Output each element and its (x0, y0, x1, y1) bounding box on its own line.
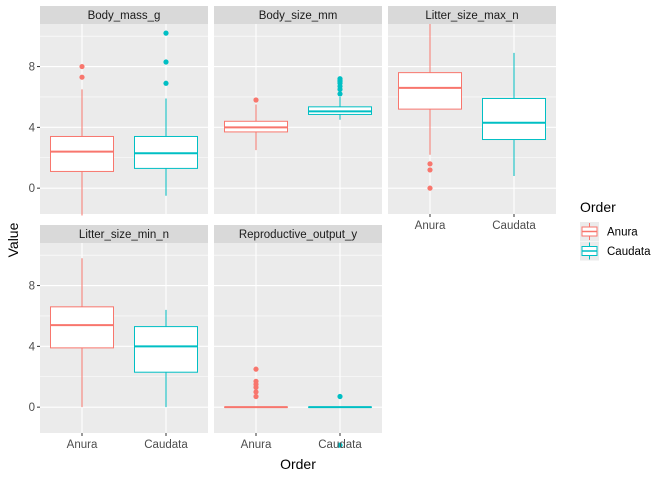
panel-Body_size_mm: Body_size_mm (214, 6, 382, 214)
x-tick-label: Caudata (144, 439, 188, 451)
x-tick-label: Caudata (492, 220, 536, 232)
strip-label: Litter_size_min_n (79, 229, 169, 241)
outlier-point (337, 91, 343, 97)
outlier-point (337, 76, 343, 82)
legend-title: Order (580, 199, 616, 215)
y-tick-label: 4 (29, 122, 36, 134)
x-tick-label: Anura (415, 220, 446, 232)
strip-background (388, 6, 556, 24)
outlier-point (253, 393, 259, 400)
box-Caudata (482, 52, 546, 176)
outlier-point (253, 97, 259, 103)
y-tick-label: 0 (29, 183, 35, 195)
strip-label: Reproductive_output_y (239, 229, 358, 241)
y-tick-label: 0 (29, 402, 35, 414)
outlier-point (337, 393, 343, 400)
strip-background (214, 225, 382, 243)
outlier-point (253, 366, 259, 372)
box-Caudata (308, 76, 372, 120)
outlier-point (163, 59, 169, 65)
panel-Litter_size_max_n: Litter_size_max_n Anura Caudata (388, 6, 556, 232)
outlier-point (79, 63, 85, 70)
outlier-point (427, 167, 433, 173)
box-Anura (50, 258, 114, 408)
strip-label: Litter_size_max_n (425, 10, 518, 22)
box-iqr (482, 97, 546, 141)
box-iqr (398, 72, 462, 110)
y-axis-title: Value (5, 222, 21, 257)
panels-layer: Body_mass_g 0 4 8 Body_size_mm Litter_size_ma… (29, 6, 556, 451)
strip-label: Body_size_mm (259, 10, 338, 22)
x-tick-label: Anura (241, 439, 272, 451)
panel-Reproductive_output_y: Reproductive_output_y Anura Caudata (214, 225, 382, 451)
outlier-point (253, 378, 259, 384)
legend-label: Anura (607, 227, 638, 239)
legend: Order Anura Caudata (580, 199, 651, 261)
panel-background (214, 24, 382, 214)
strip-background (40, 6, 208, 24)
panel-background (214, 243, 382, 433)
legend-label: Caudata (607, 246, 651, 258)
panel-Litter_size_min_n: Litter_size_min_n 0 4 8 Anura Caudata (29, 225, 208, 451)
strip-label: Body_mass_g (88, 10, 161, 22)
box-iqr (50, 135, 114, 172)
outlier-point (427, 185, 433, 191)
legend-item-Anura: Anura (580, 222, 638, 241)
box-Anura (398, 24, 462, 191)
outlier-point (163, 30, 169, 36)
box-Caudata (134, 309, 198, 408)
box-iqr (134, 326, 198, 373)
panel-background (40, 24, 208, 214)
box-Caudata (308, 393, 372, 448)
y-tick-label: 8 (29, 281, 35, 293)
outlier-point (253, 389, 259, 395)
strip-background (214, 6, 382, 24)
box-Anura (50, 63, 114, 216)
outlier-point (337, 442, 343, 448)
outlier-point (79, 74, 85, 80)
legend-item-Caudata: Caudata (580, 241, 651, 261)
box-Anura (224, 366, 288, 409)
outlier-point (163, 80, 169, 86)
box-Anura (224, 97, 288, 151)
x-axis-title: Order (280, 456, 316, 472)
x-tick-label: Anura (67, 439, 98, 451)
y-tick-label: 8 (29, 62, 35, 74)
strip-background (40, 225, 208, 243)
x-tick-label: Caudata (318, 439, 362, 451)
y-tick-label: 4 (29, 341, 36, 353)
box-Caudata (134, 30, 198, 196)
box-iqr (50, 306, 114, 349)
panel-Body_mass_g: Body_mass_g 0 4 8 (29, 6, 208, 216)
outlier-point (427, 161, 433, 167)
